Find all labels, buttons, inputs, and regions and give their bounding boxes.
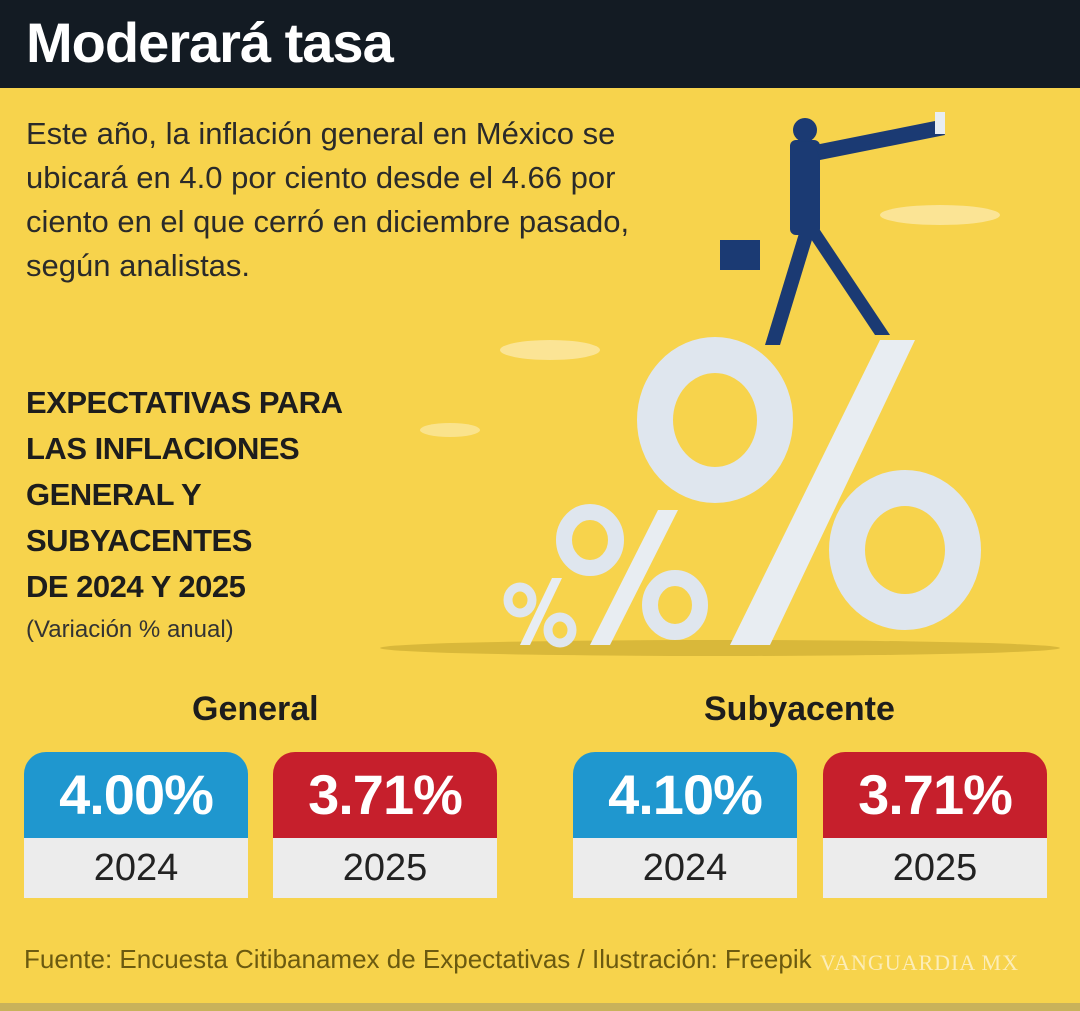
subyacente-2025-card: 3.71% 2025 [823,752,1047,898]
year: 2024 [573,838,797,898]
heading-line: LAS INFLACIONES [26,431,300,466]
page-title: Moderará tasa [26,11,394,74]
value: 3.71% [823,752,1047,838]
value: 4.00% [24,752,248,838]
heading-line: EXPECTATIVAS PARA [26,385,343,420]
section-heading: EXPECTATIVAS PARA LAS INFLACIONES GENERA… [26,380,426,610]
intro-text: Este año, la inflación general en México… [26,116,630,283]
value: 4.10% [573,752,797,838]
group-label-subyacente: Subyacente [704,690,895,728]
source-note: Fuente: Encuesta Citibanamex de Expectat… [24,944,812,974]
year: 2025 [823,838,1047,898]
watermark: VANGUARDIA MX [820,950,1020,975]
year: 2024 [24,838,248,898]
heading-line: GENERAL Y [26,477,202,512]
value: 3.71% [273,752,497,838]
general-2024-card: 4.00% 2024 [24,752,248,898]
year: 2025 [273,838,497,898]
header-bar: Moderará tasa [0,0,1080,88]
percent-illustration-icon [380,112,1060,656]
heading-line: DE 2024 Y 2025 [26,569,246,604]
subyacente-2024-card: 4.10% 2024 [573,752,797,898]
heading-line: SUBYACENTES [26,523,252,558]
general-2025-card: 3.71% 2025 [273,752,497,898]
group-label-general: General [192,690,319,728]
unit-note: (Variación % anual) [26,616,234,643]
bottom-divider [0,1003,1080,1011]
